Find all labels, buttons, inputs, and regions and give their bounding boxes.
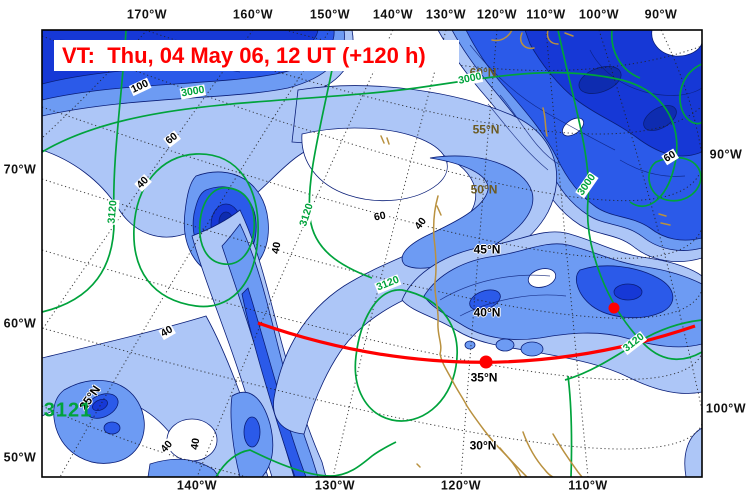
title-box: VT: Thu, 04 May 06, 12 UT (+120 h): [54, 40, 459, 71]
coastline: [380, 30, 671, 477]
validity-time-title: VT: Thu, 04 May 06, 12 UT (+120 h): [62, 42, 426, 68]
track-dot-west: [479, 355, 493, 369]
map-frame: [41, 29, 703, 478]
track-dot-east: [608, 302, 620, 314]
